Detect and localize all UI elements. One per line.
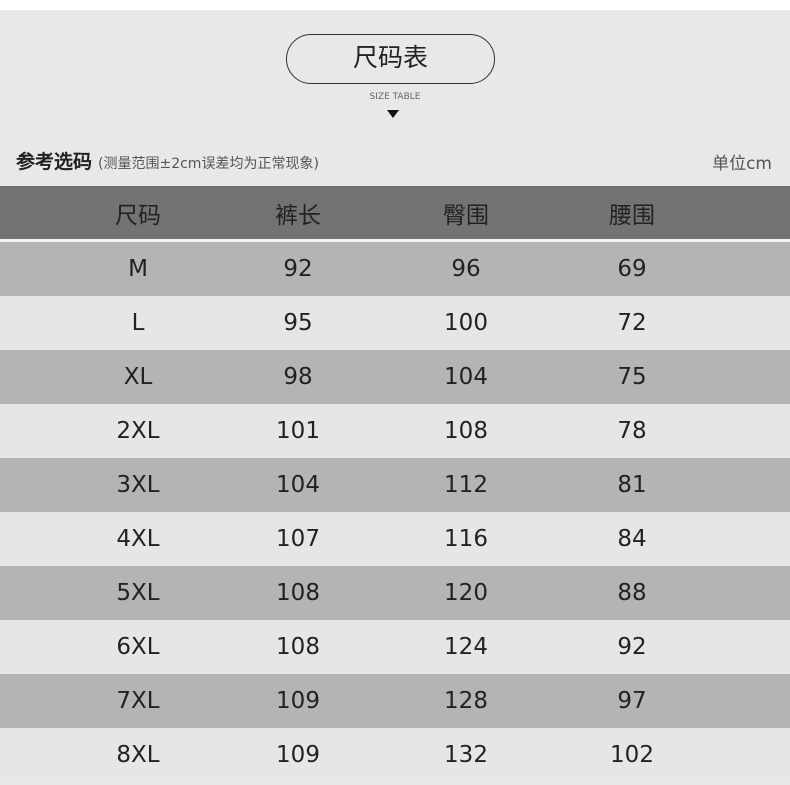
table-cell: 7XL	[116, 688, 160, 714]
table-cell: 104	[444, 364, 488, 390]
table-cell: 128	[444, 688, 488, 714]
table-cell: 92	[617, 634, 647, 660]
table-row: 3XL 104 112 81	[0, 458, 790, 512]
table-row: L 95 100 72	[0, 296, 790, 350]
table-cell: 72	[617, 310, 647, 336]
table-cell: 108	[276, 580, 320, 606]
table-row: M 92 96 69	[0, 242, 790, 296]
column-header: 腰围	[609, 202, 655, 229]
column-header: 尺码	[115, 202, 161, 229]
subtitle: SIZE TABLE	[369, 92, 421, 102]
title-badge: 尺码表	[286, 34, 495, 84]
table-cell: 108	[276, 634, 320, 660]
table-cell: 3XL	[116, 472, 160, 498]
table-row: 7XL 109 128 97	[0, 674, 790, 728]
table-cell: 102	[610, 742, 654, 768]
table-row: 5XL 108 120 88	[0, 566, 790, 620]
column-header: 裤长	[275, 202, 321, 229]
table-cell: 109	[276, 742, 320, 768]
table-cell: 109	[276, 688, 320, 714]
table-cell: 97	[617, 688, 647, 714]
table-cell: M	[128, 256, 148, 282]
table-cell: 2XL	[116, 418, 160, 444]
size-table: 尺码 裤长 臀围 腰围 M 92 96 69 L 95 100 72 XL 98 104 75 2XL 1…	[0, 186, 790, 782]
table-cell: 75	[617, 364, 647, 390]
table-cell: 95	[283, 310, 313, 336]
table-row: 2XL 101 108 78	[0, 404, 790, 458]
table-cell: 101	[276, 418, 320, 444]
table-cell: 104	[276, 472, 320, 498]
table-cell: 8XL	[116, 742, 160, 768]
unit-label: 单位cm	[712, 154, 772, 174]
table-row: XL 98 104 75	[0, 350, 790, 404]
table-cell: 78	[617, 418, 647, 444]
size-chart-page: 尺码表 SIZE TABLE 参考选码 (测量范围±2cm误差均为正常现象) 单位…	[0, 10, 790, 785]
column-header: 臀围	[443, 202, 489, 229]
table-cell: 81	[617, 472, 647, 498]
table-cell: 98	[283, 364, 313, 390]
table-cell: 69	[617, 256, 647, 282]
table-row: 4XL 107 116 84	[0, 512, 790, 566]
table-cell: 5XL	[116, 580, 160, 606]
measurement-note: (测量范围±2cm误差均为正常现象)	[98, 156, 319, 172]
table-cell: 132	[444, 742, 488, 768]
table-cell: 107	[276, 526, 320, 552]
table-cell: 96	[451, 256, 481, 282]
reference-heading: 参考选码 (测量范围±2cm误差均为正常现象)	[16, 147, 319, 174]
table-cell: XL	[123, 364, 153, 390]
table-cell: 108	[444, 418, 488, 444]
table-cell: 4XL	[116, 526, 160, 552]
table-cell: 120	[444, 580, 488, 606]
table-cell: 124	[444, 634, 488, 660]
table-cell: 116	[444, 526, 488, 552]
table-cell: 100	[444, 310, 488, 336]
table-cell: 92	[283, 256, 313, 282]
triangle-down-icon	[387, 110, 399, 118]
table-cell: 112	[444, 472, 488, 498]
table-row: 6XL 108 124 92	[0, 620, 790, 674]
table-cell: 84	[617, 526, 647, 552]
reference-label: 参考选码	[16, 151, 93, 173]
table-header: 尺码 裤长 臀围 腰围	[0, 186, 790, 242]
table-row: 8XL 109 132 102	[0, 728, 790, 782]
table-cell: 88	[617, 580, 647, 606]
table-cell: 6XL	[116, 634, 160, 660]
table-cell: L	[131, 310, 145, 336]
